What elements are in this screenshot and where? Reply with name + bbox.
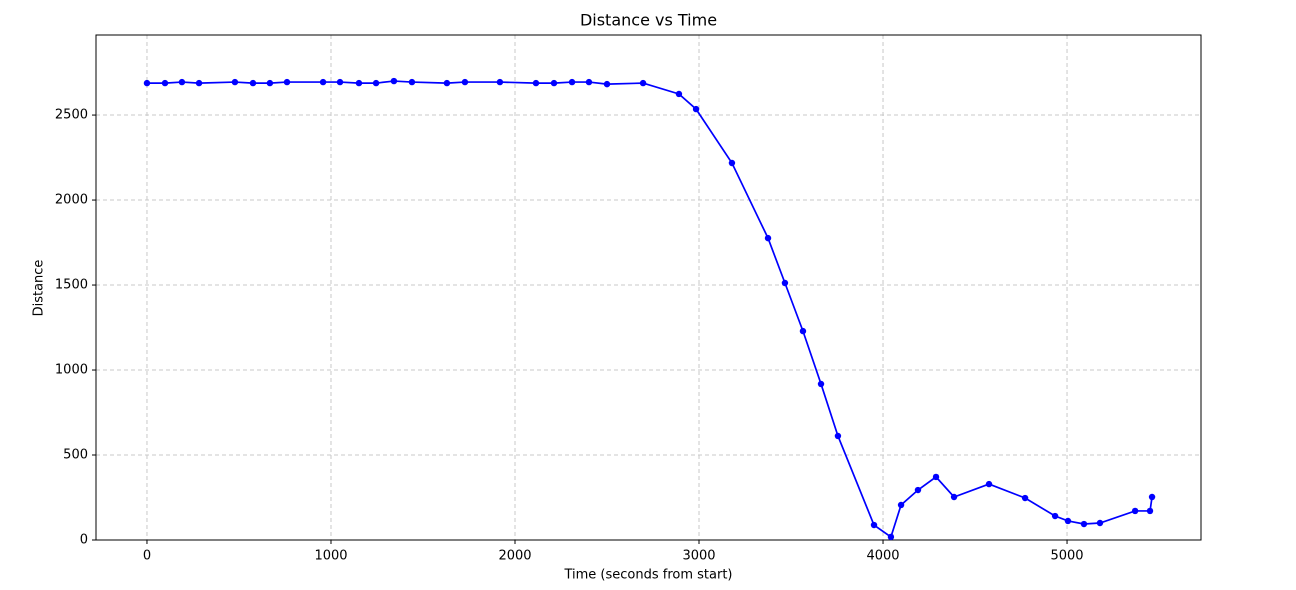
data-point	[550, 79, 558, 87]
data-point	[870, 521, 878, 529]
y-tick-label: 500	[63, 448, 88, 463]
data-point	[834, 432, 842, 440]
data-point	[817, 380, 825, 388]
data-point	[1064, 517, 1072, 525]
data-point	[1080, 520, 1088, 528]
data-point	[603, 80, 611, 88]
plot-area: 0 1000 2000 3000 4000 5000 0 500 1000 1500 2000 250…	[55, 34, 1202, 564]
data-point	[692, 105, 700, 113]
data-point	[461, 78, 469, 86]
x-axis-label: Time (seconds from start)	[563, 568, 732, 583]
chart-title: Distance vs Time	[580, 11, 717, 30]
data-point	[408, 78, 416, 86]
data-point	[897, 501, 905, 509]
data-point	[283, 78, 291, 86]
data-point	[143, 79, 151, 87]
data-point	[781, 279, 789, 287]
y-tick-label: 0	[80, 533, 88, 548]
data-point	[443, 79, 451, 87]
x-tick-label: 1000	[314, 549, 347, 564]
data-point	[950, 493, 958, 501]
data-point	[390, 77, 398, 85]
data-point	[496, 78, 504, 86]
data-point	[266, 79, 274, 87]
plot-frame	[95, 34, 1202, 541]
y-axis-label: Distance	[32, 260, 47, 317]
data-point	[319, 78, 327, 86]
data-point	[1146, 507, 1154, 515]
data-point	[1021, 494, 1029, 502]
data-point	[336, 78, 344, 86]
data-point	[914, 486, 922, 494]
data-point	[675, 90, 683, 98]
data-point	[372, 79, 380, 87]
data-line	[146, 80, 1153, 539]
data-point	[1096, 519, 1104, 527]
x-tick-label: 0	[143, 549, 151, 564]
data-point	[728, 159, 736, 167]
x-tick-label: 5000	[1050, 549, 1083, 564]
y-tick-label: 2500	[55, 108, 88, 123]
data-point	[764, 234, 772, 242]
y-tick-label: 2000	[55, 193, 88, 208]
data-point	[799, 327, 807, 335]
data-point	[1051, 512, 1059, 520]
x-tick-label: 4000	[866, 549, 899, 564]
data-point	[231, 78, 239, 86]
data-point	[887, 533, 895, 541]
data-point	[1131, 507, 1139, 515]
data-point	[585, 78, 593, 86]
data-point	[178, 78, 186, 86]
data-point	[639, 79, 647, 87]
data-point	[985, 480, 993, 488]
data-point	[355, 79, 363, 87]
x-tick-label: 3000	[682, 549, 715, 564]
data-point	[932, 473, 940, 481]
data-point	[249, 79, 257, 87]
data-point	[568, 78, 576, 86]
data-point	[161, 79, 169, 87]
y-tick-label: 1500	[55, 278, 88, 293]
y-tick-label: 1000	[55, 363, 88, 378]
data-point	[1148, 493, 1156, 501]
data-point	[532, 79, 540, 87]
data-point	[195, 79, 203, 87]
x-tick-label: 2000	[498, 549, 531, 564]
